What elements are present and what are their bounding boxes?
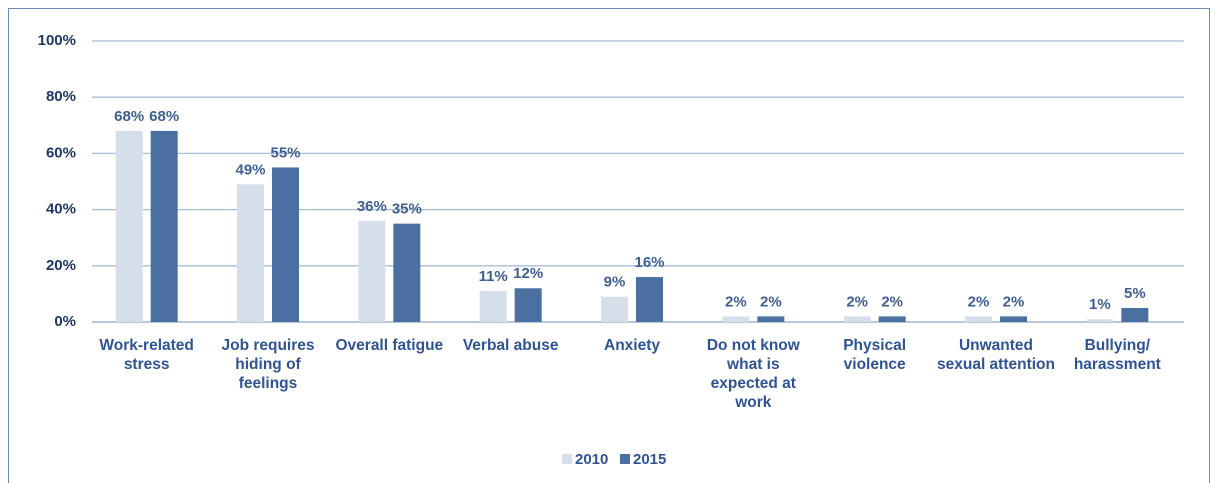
- data-label: 11%: [479, 268, 508, 285]
- bar: [757, 316, 785, 322]
- data-label: 9%: [604, 274, 626, 291]
- data-label: 12%: [513, 265, 543, 282]
- bar: [115, 130, 143, 322]
- data-label: 68%: [114, 108, 144, 125]
- data-label: 1%: [1089, 296, 1111, 313]
- data-label: 2%: [968, 293, 990, 310]
- data-label: 2%: [881, 293, 903, 310]
- x-tick-label: Do not know what is expected at work: [706, 337, 800, 411]
- data-label: 2%: [760, 293, 782, 310]
- bar: [722, 316, 750, 322]
- bar: [1121, 307, 1149, 322]
- data-label: 36%: [357, 198, 387, 215]
- y-tick-label: 100%: [38, 32, 76, 49]
- bar: [1086, 319, 1114, 322]
- x-tick-label: Overall fatigue: [335, 337, 444, 354]
- bar: [1000, 316, 1027, 322]
- y-tick-label: 40%: [46, 201, 76, 218]
- data-label: 35%: [392, 201, 422, 218]
- legend-label: 2015: [633, 451, 666, 468]
- bar: [601, 296, 628, 322]
- bar: [965, 316, 992, 322]
- bar: [636, 277, 663, 322]
- bar: [878, 316, 906, 322]
- bar: [272, 167, 299, 322]
- legend-swatch: [562, 454, 572, 464]
- x-tick-label: Anxiety: [604, 337, 660, 354]
- data-label: 49%: [235, 161, 265, 178]
- bar: [393, 223, 421, 322]
- bar: [843, 316, 871, 322]
- data-label: 5%: [1124, 285, 1146, 302]
- frame: [8, 8, 1210, 483]
- data-label: 55%: [270, 144, 300, 161]
- x-tick-label: Work-related stress: [99, 337, 194, 373]
- legend-label: 2010: [575, 451, 608, 468]
- y-tick-label: 80%: [46, 88, 76, 105]
- bar: [514, 288, 542, 322]
- x-tick-label: Job requires hiding of feelings: [221, 337, 315, 392]
- x-tick-label: Bullying/ harassment: [1073, 337, 1161, 373]
- data-label: 2%: [725, 293, 747, 310]
- x-tick-label: Unwanted sexual attention: [937, 337, 1055, 373]
- x-tick-label: Physical violence: [843, 337, 907, 373]
- data-label: 2%: [846, 293, 868, 310]
- bar: [479, 291, 507, 322]
- data-label: 2%: [1003, 293, 1025, 310]
- y-tick-label: 60%: [46, 144, 76, 161]
- y-tick-label: 0%: [54, 313, 76, 330]
- bar: [150, 130, 178, 322]
- bar: [358, 220, 386, 322]
- data-label: 16%: [634, 254, 664, 271]
- y-tick-label: 20%: [46, 257, 76, 274]
- data-label: 68%: [149, 108, 179, 125]
- x-tick-label: Verbal abuse: [462, 337, 559, 354]
- bar: [237, 184, 264, 322]
- legend-swatch: [620, 454, 630, 464]
